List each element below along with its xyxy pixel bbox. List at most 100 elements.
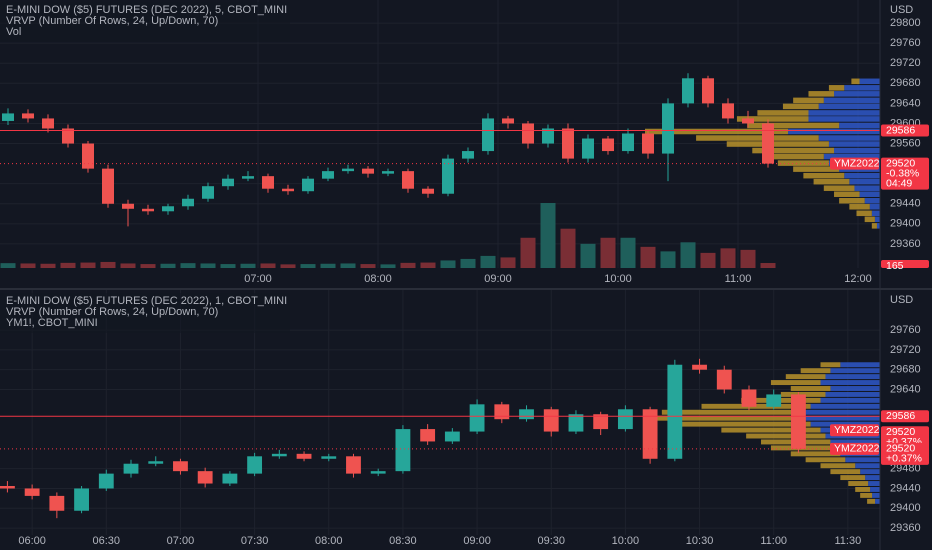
profile-down: [834, 147, 880, 154]
volume-bar: [400, 262, 416, 268]
volume-bar: [380, 264, 396, 268]
candle-body: [543, 409, 559, 432]
profile-up: [856, 210, 872, 217]
profile-down: [818, 103, 880, 110]
pane: 29760 29720 29680 29640 29480 29440 29400 29360…: [0, 290, 929, 547]
profile-up: [805, 457, 846, 463]
change-label: -0.38%: [886, 167, 919, 179]
profile-up: [840, 475, 866, 481]
profile-down: [834, 91, 880, 97]
candle-body: [791, 394, 806, 449]
x-tick-label: 09:00: [463, 535, 491, 547]
candle-body: [494, 404, 510, 420]
profile-up: [871, 223, 877, 229]
profile-up: [860, 492, 873, 498]
profile-down: [800, 409, 880, 415]
last-price-box: [881, 157, 929, 190]
candle-body: [296, 453, 312, 459]
profile-up: [849, 204, 870, 210]
candle-body: [602, 138, 614, 152]
y-tick-label: 29640: [890, 97, 921, 109]
candle-body: [82, 143, 94, 169]
profile-up: [785, 374, 826, 380]
profile-up: [793, 97, 824, 104]
candle-body: [2, 113, 14, 121]
symbol-tag-box: [830, 157, 879, 170]
candle-body: [617, 409, 633, 430]
y-tick-label: 29720: [890, 344, 921, 356]
volume-bar: [120, 263, 136, 268]
profile-up: [830, 469, 861, 475]
profile-up: [746, 433, 826, 439]
chart-title: E-MINI DOW ($5) FUTURES (DEC 2022), 1, C…: [6, 295, 287, 307]
profile-down: [818, 135, 880, 141]
chart-title: E-MINI DOW ($5) FUTURES (DEC 2022), 5, C…: [6, 4, 287, 16]
y-tick-label: 29800: [890, 17, 921, 29]
y-tick-label: 29600: [890, 117, 921, 129]
candle-body: [762, 123, 774, 164]
profile-up: [834, 191, 860, 197]
candle-body: [302, 178, 314, 192]
x-tick-label: 08:00: [364, 273, 392, 285]
volume-bar: [620, 237, 636, 268]
candle-body: [74, 488, 89, 511]
profile-down: [830, 368, 880, 374]
y-tick-label: 29400: [890, 218, 921, 230]
volume-bar: [60, 262, 76, 268]
y-tick-label: 29640: [890, 383, 921, 395]
y-tick-label: 29480: [890, 463, 921, 475]
y-tick-label: 29680: [890, 364, 921, 376]
currency-label: USD: [890, 4, 913, 16]
profile-up: [820, 362, 841, 368]
volume-bar: [700, 252, 716, 268]
y-tick-label: 29720: [890, 57, 921, 69]
volume-bar: [640, 246, 656, 268]
profile-up: [793, 166, 840, 172]
volume-bar: [240, 263, 256, 268]
profile-up: [864, 216, 875, 223]
profile-up: [645, 415, 804, 421]
volume-bar: [660, 251, 676, 268]
candle-body: [222, 178, 234, 187]
profile-down: [874, 216, 880, 223]
candle-body: [420, 429, 436, 442]
y-tick-label: 29760: [890, 324, 921, 336]
profile-up: [747, 122, 840, 129]
volume-bar: [500, 257, 516, 268]
profile-down: [860, 469, 880, 475]
volume-bar: [80, 262, 96, 268]
candle-body: [722, 103, 734, 119]
y-tick-label: 29680: [890, 77, 921, 89]
candle-body: [444, 431, 460, 442]
profile-up: [820, 463, 856, 469]
profile-down: [810, 403, 880, 409]
profile-up: [828, 85, 845, 91]
profile-up: [839, 197, 865, 204]
x-tick-label: 06:30: [93, 535, 121, 547]
legend-line: VRVP (Number Of Rows, 24, Up/Down, 70): [6, 306, 218, 318]
candle-body: [42, 118, 54, 129]
symbol-tag: YMZ2022: [834, 157, 880, 169]
volume-bar: [20, 263, 36, 268]
profile-down: [830, 439, 880, 445]
candle-body: [442, 158, 454, 194]
y-tick-label: 29360: [890, 522, 921, 534]
candle-body: [593, 414, 609, 430]
price-line-label: 29586: [886, 124, 915, 136]
profile-down: [808, 116, 880, 122]
volume-bar: [540, 203, 556, 268]
volume-bar: [740, 249, 756, 268]
symbol-tag-box: [830, 442, 879, 455]
symbol-tag: YMZ2022: [834, 443, 880, 455]
profile-down: [868, 481, 880, 486]
volume-bar: [420, 262, 436, 268]
profile-up: [823, 185, 855, 191]
x-tick-label: 10:00: [612, 535, 640, 547]
x-tick-label: 08:30: [389, 535, 417, 547]
candle-body: [321, 456, 337, 459]
candle-body: [702, 78, 714, 104]
x-tick-label: 10:30: [686, 535, 714, 547]
price-line-label-box: [881, 410, 929, 423]
candle-body: [102, 168, 114, 204]
profile-up: [782, 103, 819, 110]
